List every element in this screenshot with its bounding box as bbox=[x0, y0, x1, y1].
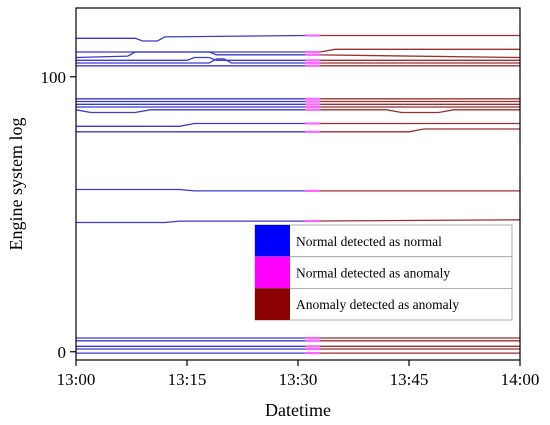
series-line-12-normal bbox=[76, 122, 306, 127]
series-line-1-normal bbox=[76, 34, 306, 42]
axis-ticks: 13:00 13:15 13:30 13:45 14:00 0 100 bbox=[41, 68, 540, 389]
x-tick-label-1: 13:15 bbox=[168, 370, 207, 389]
legend-label-1: Normal detected as anomaly bbox=[296, 266, 450, 281]
series-line-14-normal bbox=[76, 188, 306, 192]
series-line-11-anomaly bbox=[320, 109, 520, 114]
series-line-2-anomaly bbox=[320, 48, 520, 53]
legend: Normal detected as normal Normal detected… bbox=[254, 224, 513, 321]
x-axis-label: Datetime bbox=[265, 400, 331, 420]
series-line-15-anomaly bbox=[320, 219, 521, 222]
legend-swatch-2 bbox=[255, 288, 290, 321]
legend-label-2: Anomaly detected as anomaly bbox=[296, 297, 459, 312]
x-tick-label-4: 14:00 bbox=[501, 370, 540, 389]
series-line-5-normal bbox=[76, 58, 306, 64]
y-axis-label: Engine system log bbox=[6, 118, 26, 251]
series-line-3-normal bbox=[75, 51, 306, 59]
legend-frame bbox=[254, 224, 513, 321]
legend-swatch-1 bbox=[255, 256, 290, 289]
legend-swatch-0 bbox=[255, 225, 290, 257]
series-line-4-normal bbox=[76, 56, 306, 61]
series-line-3-anomaly bbox=[320, 54, 521, 59]
legend-label-0: Normal detected as normal bbox=[296, 234, 442, 249]
x-tick-label-3: 13:45 bbox=[390, 370, 429, 389]
series-line-15-normal bbox=[76, 220, 306, 224]
x-tick-label-0: 13:00 bbox=[57, 370, 96, 389]
series-line-11-normal bbox=[75, 109, 306, 114]
y-tick-label-1: 100 bbox=[41, 68, 67, 87]
x-tick-label-2: 13:30 bbox=[279, 370, 318, 389]
series-lines bbox=[75, 34, 521, 355]
y-tick-label-0: 0 bbox=[58, 343, 67, 362]
series-line-13-anomaly bbox=[320, 128, 520, 133]
